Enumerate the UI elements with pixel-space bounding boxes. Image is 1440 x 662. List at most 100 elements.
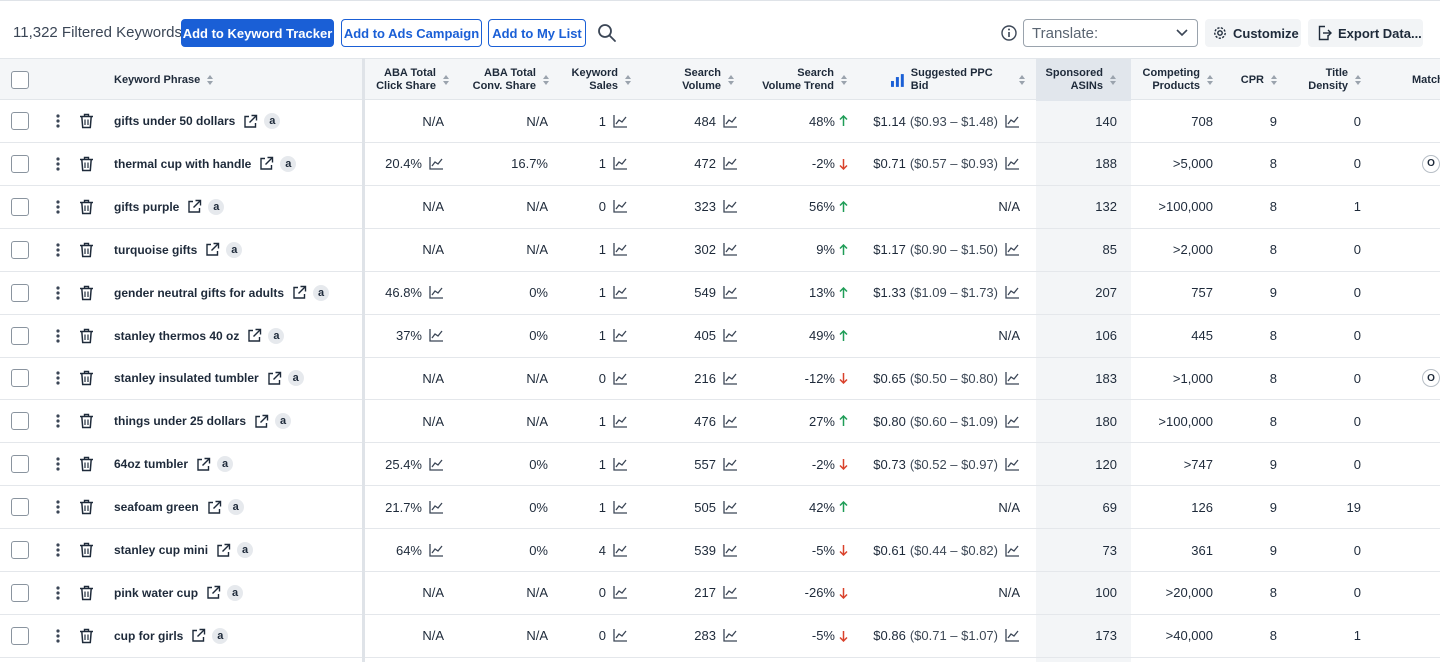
line-chart-icon[interactable] bbox=[613, 586, 628, 600]
line-chart-icon[interactable] bbox=[1005, 414, 1020, 428]
search-icon[interactable] bbox=[597, 23, 617, 43]
delete-icon[interactable] bbox=[79, 370, 94, 386]
delete-icon[interactable] bbox=[79, 113, 94, 129]
amazon-icon[interactable]: a bbox=[264, 113, 281, 129]
customize-button[interactable]: Customize bbox=[1205, 19, 1301, 47]
line-chart-icon[interactable] bbox=[1005, 371, 1020, 385]
add-to-ads-campaign-button[interactable]: Add to Ads Campaign bbox=[341, 19, 482, 47]
amazon-icon[interactable]: a bbox=[280, 155, 297, 172]
line-chart-icon[interactable] bbox=[613, 371, 628, 385]
row-checkbox[interactable] bbox=[11, 498, 29, 517]
external-link-icon[interactable] bbox=[206, 585, 221, 600]
more-options-icon[interactable] bbox=[52, 585, 64, 601]
line-chart-icon[interactable] bbox=[613, 329, 628, 342]
external-link-icon[interactable] bbox=[207, 500, 222, 515]
row-checkbox[interactable] bbox=[11, 455, 29, 474]
header-title-density[interactable]: Title Density bbox=[1296, 59, 1362, 101]
line-chart-icon[interactable] bbox=[723, 629, 738, 642]
external-link-icon[interactable] bbox=[247, 328, 262, 343]
amazon-icon[interactable]: a bbox=[226, 241, 243, 258]
keyword-phrase[interactable]: gifts under 50 dollars bbox=[114, 114, 236, 128]
amazon-icon[interactable]: a bbox=[275, 413, 292, 430]
header-search-volume-trend[interactable]: Search Volume Trend bbox=[760, 59, 848, 101]
row-checkbox[interactable] bbox=[11, 626, 29, 645]
line-chart-icon[interactable] bbox=[723, 586, 738, 600]
keyword-phrase[interactable]: gender neutral gifts for adults bbox=[114, 285, 285, 300]
table-row[interactable]: cup for girls a N/A N/A 0 bbox=[0, 615, 1440, 658]
table-row[interactable]: gifts under 50 dollars a N/A N/A 1 bbox=[0, 100, 1440, 143]
amazon-icon[interactable]: a bbox=[287, 370, 304, 387]
add-to-keyword-tracker-button[interactable]: Add to Keyword Tracker bbox=[181, 19, 334, 47]
delete-icon[interactable] bbox=[79, 628, 94, 644]
line-chart-icon[interactable] bbox=[613, 200, 628, 213]
delete-icon[interactable] bbox=[79, 328, 94, 344]
keyword-phrase[interactable]: things under 25 dollars bbox=[114, 414, 247, 429]
keyword-phrase[interactable]: gifts purple bbox=[114, 199, 180, 214]
row-checkbox[interactable] bbox=[11, 369, 29, 388]
amazon-icon[interactable]: a bbox=[208, 198, 225, 215]
external-link-icon[interactable] bbox=[191, 628, 206, 643]
header-sponsored-asins[interactable]: Sponsored ASINs bbox=[1036, 59, 1131, 101]
more-options-icon[interactable] bbox=[52, 456, 64, 472]
delete-icon[interactable] bbox=[79, 499, 94, 515]
header-keyword-phrase[interactable]: Keyword Phrase bbox=[114, 59, 354, 101]
amazon-icon[interactable]: a bbox=[227, 584, 244, 601]
line-chart-icon[interactable] bbox=[723, 286, 738, 299]
external-link-icon[interactable] bbox=[254, 414, 269, 429]
table-row[interactable]: stanley thermos 40 oz a 37% 0% 1 bbox=[0, 315, 1440, 358]
line-chart-icon[interactable] bbox=[723, 500, 738, 514]
line-chart-icon[interactable] bbox=[723, 543, 738, 557]
row-checkbox[interactable] bbox=[11, 112, 29, 130]
external-link-icon[interactable] bbox=[205, 242, 220, 257]
keyword-phrase[interactable]: turquoise gifts bbox=[114, 242, 198, 257]
delete-icon[interactable] bbox=[79, 199, 94, 215]
line-chart-icon[interactable] bbox=[613, 114, 628, 128]
line-chart-icon[interactable] bbox=[429, 157, 444, 171]
line-chart-icon[interactable] bbox=[723, 114, 738, 128]
amazon-icon[interactable]: a bbox=[212, 627, 229, 644]
table-row[interactable]: seafoam green a 21.7% 0% 1 bbox=[0, 486, 1440, 530]
line-chart-icon[interactable] bbox=[723, 329, 738, 342]
amazon-icon[interactable]: a bbox=[268, 327, 285, 344]
table-row[interactable]: gifts purple a N/A N/A 0 bbox=[0, 186, 1440, 229]
line-chart-icon[interactable] bbox=[1005, 286, 1020, 299]
amazon-icon[interactable]: a bbox=[237, 542, 254, 558]
keyword-phrase[interactable]: stanley insulated tumbler bbox=[114, 371, 259, 386]
row-checkbox[interactable] bbox=[11, 197, 29, 216]
more-options-icon[interactable] bbox=[52, 499, 64, 515]
info-icon[interactable] bbox=[1001, 25, 1017, 41]
delete-icon[interactable] bbox=[79, 242, 94, 258]
table-row[interactable]: things under 25 dollars a N/A N/A 1 bbox=[0, 400, 1440, 444]
line-chart-icon[interactable] bbox=[1005, 457, 1020, 471]
line-chart-icon[interactable] bbox=[613, 500, 628, 514]
external-link-icon[interactable] bbox=[259, 156, 274, 171]
external-link-icon[interactable] bbox=[216, 543, 231, 558]
more-options-icon[interactable] bbox=[52, 199, 64, 215]
more-options-icon[interactable] bbox=[52, 542, 64, 558]
line-chart-icon[interactable] bbox=[1005, 114, 1020, 128]
more-options-icon[interactable] bbox=[52, 413, 64, 429]
line-chart-icon[interactable] bbox=[429, 500, 444, 514]
line-chart-icon[interactable] bbox=[723, 243, 738, 256]
more-options-icon[interactable] bbox=[52, 328, 64, 344]
external-link-icon[interactable] bbox=[267, 371, 282, 386]
table-row[interactable]: thermal cup with handle a 20.4% 16.7% 1 bbox=[0, 143, 1440, 186]
line-chart-icon[interactable] bbox=[613, 414, 628, 428]
keyword-phrase[interactable]: seafoam green bbox=[114, 500, 199, 515]
line-chart-icon[interactable] bbox=[723, 371, 738, 385]
line-chart-icon[interactable] bbox=[1005, 157, 1020, 171]
keyword-phrase[interactable]: pink water cup bbox=[114, 585, 199, 600]
header-match[interactable]: Match bbox=[1412, 59, 1440, 101]
keyword-phrase[interactable]: thermal cup with handle bbox=[114, 156, 252, 171]
row-checkbox[interactable] bbox=[11, 240, 29, 259]
keyword-phrase[interactable]: cup for girls bbox=[114, 628, 184, 643]
header-suggested-ppc-bid[interactable]: Suggested PPC Bid bbox=[890, 59, 1026, 101]
line-chart-icon[interactable] bbox=[723, 457, 738, 471]
more-options-icon[interactable] bbox=[52, 156, 64, 172]
match-badge[interactable]: O bbox=[1422, 154, 1440, 173]
add-to-my-list-button[interactable]: Add to My List bbox=[488, 19, 586, 47]
row-checkbox[interactable] bbox=[11, 326, 29, 345]
keyword-phrase[interactable]: 64oz tumbler bbox=[114, 457, 189, 472]
external-link-icon[interactable] bbox=[243, 114, 258, 129]
select-all-checkbox[interactable] bbox=[11, 71, 29, 89]
